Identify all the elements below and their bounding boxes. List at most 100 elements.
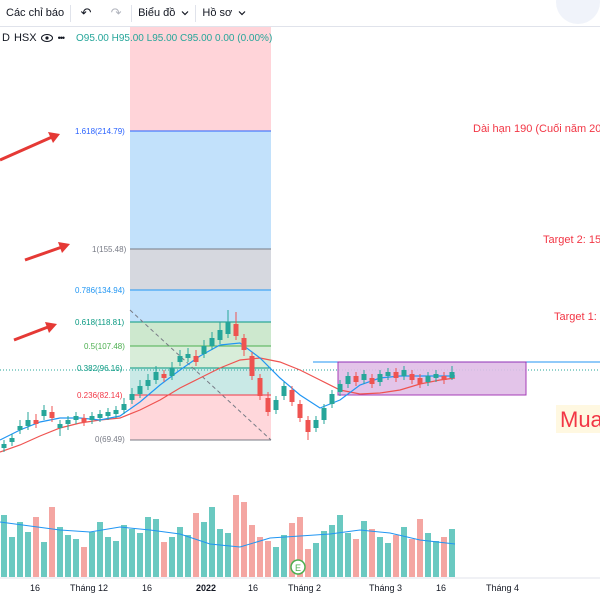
chart-layout-button[interactable]: Biểu đồ bbox=[132, 0, 195, 27]
candle[interactable] bbox=[369, 378, 375, 384]
candle[interactable] bbox=[409, 374, 415, 380]
x-tick-2022: 2022 bbox=[196, 583, 216, 593]
candle[interactable] bbox=[17, 426, 23, 430]
arrow-long-term[interactable] bbox=[0, 132, 60, 162]
candle[interactable] bbox=[225, 322, 231, 334]
candle[interactable] bbox=[273, 400, 279, 410]
candle[interactable] bbox=[249, 356, 255, 376]
candle[interactable] bbox=[393, 372, 399, 378]
candle[interactable] bbox=[217, 330, 223, 340]
candle[interactable] bbox=[129, 394, 135, 400]
candle[interactable] bbox=[345, 376, 351, 384]
candle[interactable] bbox=[297, 404, 303, 418]
x-tick-16-dec: 16 bbox=[142, 583, 152, 593]
candle[interactable] bbox=[169, 368, 175, 376]
candle[interactable] bbox=[81, 418, 87, 422]
symbol-box[interactable]: D HSX ••• bbox=[0, 29, 71, 47]
candle[interactable] bbox=[433, 374, 439, 378]
buy-label-bg bbox=[556, 405, 600, 433]
candle[interactable] bbox=[305, 420, 311, 432]
candle[interactable] bbox=[337, 384, 343, 392]
candle[interactable] bbox=[185, 354, 191, 358]
candle[interactable] bbox=[377, 374, 383, 382]
candle[interactable] bbox=[73, 416, 79, 420]
volume-bar bbox=[41, 542, 47, 577]
candle[interactable] bbox=[425, 376, 431, 382]
candlestick-series[interactable] bbox=[1, 310, 455, 452]
profile-button[interactable]: Hồ sơ bbox=[196, 0, 252, 27]
fib-label-1618: 1.618(214.79) bbox=[75, 127, 125, 136]
candle[interactable] bbox=[57, 424, 63, 428]
buy-label-text[interactable]: Mua bbox=[560, 407, 600, 432]
ma-slow-line[interactable] bbox=[0, 357, 456, 453]
redo-button[interactable]: ↷ bbox=[101, 0, 131, 27]
candle[interactable] bbox=[153, 372, 159, 380]
candle[interactable] bbox=[281, 386, 287, 396]
buy-zone-box[interactable] bbox=[337, 361, 527, 396]
candle[interactable] bbox=[89, 416, 95, 420]
candle[interactable] bbox=[161, 374, 167, 378]
long-term-target-text[interactable]: Dài hạn 190 (Cuối năm 20 bbox=[473, 123, 600, 135]
candle[interactable] bbox=[121, 404, 127, 410]
earnings-badge-text: E bbox=[295, 563, 301, 573]
candle[interactable] bbox=[49, 412, 55, 418]
candle[interactable] bbox=[329, 394, 335, 404]
volume-bar bbox=[57, 527, 63, 577]
candle[interactable] bbox=[193, 356, 199, 362]
volume-bar bbox=[105, 537, 111, 577]
candle[interactable] bbox=[209, 338, 215, 346]
candle[interactable] bbox=[385, 372, 391, 376]
candle[interactable] bbox=[113, 410, 119, 414]
candle[interactable] bbox=[25, 420, 31, 426]
fib-zone-618 bbox=[130, 322, 271, 346]
candle[interactable] bbox=[33, 420, 39, 424]
candle[interactable] bbox=[441, 376, 447, 380]
candle[interactable] bbox=[177, 356, 183, 362]
volume-bar bbox=[209, 507, 215, 577]
x-tick-16-nov: 16 bbox=[30, 583, 40, 593]
earnings-badge[interactable]: E bbox=[290, 559, 306, 575]
fib-trend-line[interactable] bbox=[129, 309, 272, 441]
target-1-text[interactable]: Target 1: bbox=[554, 311, 597, 323]
candle[interactable] bbox=[353, 376, 359, 382]
candle[interactable] bbox=[449, 372, 455, 378]
candle[interactable] bbox=[137, 386, 143, 394]
candle[interactable] bbox=[265, 398, 271, 412]
volume-bar bbox=[345, 533, 351, 577]
candle[interactable] bbox=[201, 346, 207, 354]
symbol-legend: D HSX ••• O95.00 H95.00 L95.00 C95.00 0.… bbox=[0, 28, 272, 48]
volume-series[interactable] bbox=[1, 495, 455, 577]
undo-button[interactable]: ↶ bbox=[71, 0, 101, 27]
candle[interactable] bbox=[361, 374, 367, 380]
candle[interactable] bbox=[9, 438, 15, 442]
target-2-text[interactable]: Target 2: 15 bbox=[543, 234, 600, 246]
toolbar-circle-button[interactable] bbox=[556, 0, 600, 24]
profile-label: Hồ sơ bbox=[202, 7, 233, 19]
candle[interactable] bbox=[313, 420, 319, 428]
indicators-button[interactable]: Các chỉ báo bbox=[0, 0, 70, 27]
candle[interactable] bbox=[41, 410, 47, 416]
candle[interactable] bbox=[417, 378, 423, 384]
candle[interactable] bbox=[401, 370, 407, 376]
more-options-icon[interactable]: ••• bbox=[57, 33, 66, 43]
candle[interactable] bbox=[321, 408, 327, 420]
arrow-target-1[interactable] bbox=[13, 322, 57, 342]
volume-bar bbox=[137, 533, 143, 577]
redo-icon: ↷ bbox=[110, 5, 122, 20]
candle[interactable] bbox=[145, 380, 151, 386]
candle[interactable] bbox=[257, 378, 263, 396]
candle[interactable] bbox=[241, 338, 247, 350]
candle[interactable] bbox=[97, 414, 103, 418]
volume-bar bbox=[177, 527, 183, 577]
candle[interactable] bbox=[289, 390, 295, 402]
candle[interactable] bbox=[65, 420, 71, 424]
volume-bar bbox=[25, 532, 31, 577]
eye-icon[interactable] bbox=[40, 33, 53, 43]
arrow-target-2[interactable] bbox=[24, 242, 70, 262]
fib-zone-top bbox=[130, 27, 271, 131]
volume-bar bbox=[289, 523, 295, 577]
candle[interactable] bbox=[1, 444, 7, 448]
candle[interactable] bbox=[105, 412, 111, 416]
candle[interactable] bbox=[233, 324, 239, 336]
